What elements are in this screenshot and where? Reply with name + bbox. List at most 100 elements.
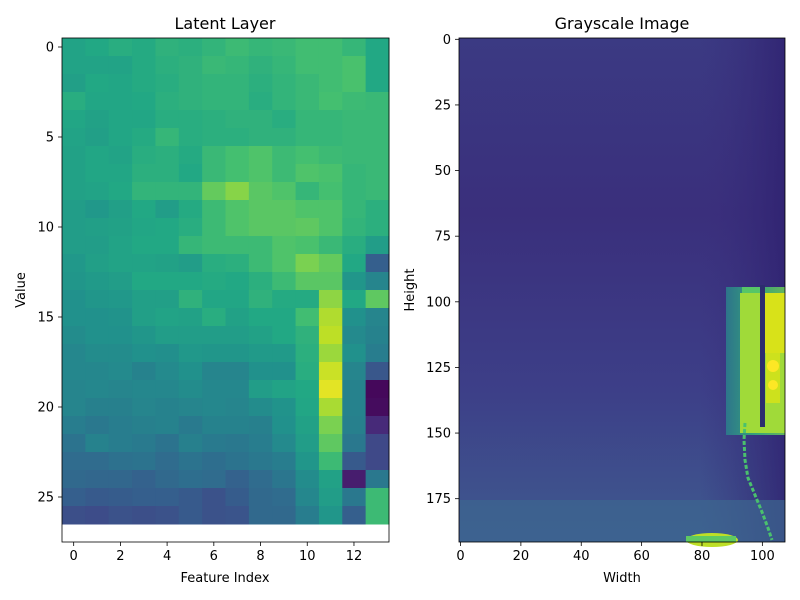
heatmap-cell	[62, 254, 86, 273]
y-tick-label: 50	[434, 164, 451, 179]
grayscale-image-x-ticks: 0 20 40 60 80 100	[456, 542, 775, 564]
heatmap-cell	[225, 272, 250, 291]
heatmap-cell	[225, 290, 250, 309]
latent-layer-axes-frame	[61, 37, 390, 543]
latent-layer-x-ticks: 0 2 4 6 8 10 12	[70, 542, 362, 564]
heatmap-cell	[202, 200, 226, 219]
heatmap-cell	[85, 308, 110, 327]
heatmap-cell	[132, 200, 156, 219]
x-tick-label: 0	[456, 549, 464, 564]
heatmap-cell	[85, 236, 110, 255]
heatmap-cell	[248, 74, 273, 93]
heatmap-cell	[85, 254, 110, 273]
heatmap-cell	[202, 470, 226, 489]
heatmap-cell	[132, 110, 156, 129]
heatmap-cell	[248, 200, 273, 219]
heatmap-cell	[248, 164, 273, 183]
heatmap-cell	[365, 200, 390, 219]
heatmap-cell	[342, 434, 367, 453]
heatmap-cell	[365, 272, 390, 291]
heatmap-cell	[108, 416, 133, 435]
y-tick-label: 150	[426, 427, 451, 442]
heatmap-cell	[178, 506, 203, 525]
heatmap-cell	[225, 326, 250, 345]
heatmap-cell	[178, 272, 203, 291]
x-tick-label: 100	[750, 549, 775, 564]
heatmap-cell	[62, 218, 86, 237]
x-tick-label: 40	[573, 549, 590, 564]
x-tick-label: 80	[694, 549, 711, 564]
heatmap-cell	[342, 92, 367, 111]
heatmap-cell	[155, 38, 180, 57]
heatmap-cell	[202, 308, 226, 327]
heatmap-cell	[365, 362, 390, 381]
heatmap-cell	[295, 56, 320, 75]
heatmap-cell	[365, 164, 390, 183]
heatmap-cell	[178, 128, 203, 147]
heatmap-cell	[108, 110, 133, 129]
heatmap-cell	[202, 74, 226, 93]
heatmap-cell	[155, 110, 180, 129]
heatmap-cell	[108, 92, 133, 111]
heatmap-cell	[342, 290, 367, 309]
heatmap-cell	[108, 146, 133, 165]
heatmap-cell	[132, 254, 156, 273]
heatmap-cell	[62, 326, 86, 345]
heatmap-cell	[108, 452, 133, 471]
heatmap-cell	[295, 236, 320, 255]
heatmap-cell	[202, 380, 226, 399]
heatmap-cell	[178, 488, 203, 507]
panel-frame-left	[760, 285, 765, 427]
heatmap-cell	[62, 416, 86, 435]
heatmap-cell	[295, 128, 320, 147]
heatmap-cell	[155, 452, 180, 471]
heatmap-cell	[202, 326, 226, 345]
heatmap-cell	[295, 308, 320, 327]
heatmap-cell	[272, 452, 297, 471]
latent-layer-chart: Latent Layer 0 2 4 6 8 10 12 0 5 10 15 20 25 Featur…	[14, 14, 390, 586]
heatmap-cell	[202, 146, 226, 165]
heatmap-cell	[272, 272, 297, 291]
heatmap-cell	[202, 506, 226, 525]
heatmap-cell	[272, 416, 297, 435]
heatmap-cell	[132, 56, 156, 75]
heatmap-cell	[178, 290, 203, 309]
heatmap-cell	[248, 146, 273, 165]
x-tick-label: 8	[256, 549, 264, 564]
heatmap-cell	[318, 236, 343, 255]
heatmap-cell	[248, 92, 273, 111]
heatmap-cell	[108, 470, 133, 489]
y-tick-label: 100	[426, 295, 451, 310]
x-tick-label: 20	[513, 549, 530, 564]
heatmap-cell	[178, 164, 203, 183]
x-tick-label: 2	[116, 549, 124, 564]
heatmap-cell	[225, 416, 250, 435]
heatmap-cell	[248, 452, 273, 471]
heatmap-cell	[85, 56, 110, 75]
heatmap-cell	[62, 506, 86, 525]
heatmap-cell	[272, 344, 297, 363]
heatmap-cell	[178, 38, 203, 57]
heatmap-cell	[342, 488, 367, 507]
heatmap-cell	[178, 470, 203, 489]
heatmap-cell	[85, 434, 110, 453]
panel-light-1	[767, 360, 779, 372]
heatmap-cell	[178, 416, 203, 435]
heatmap-cell	[295, 146, 320, 165]
heatmap-cell	[202, 344, 226, 363]
heatmap-cell	[155, 362, 180, 381]
heatmap-cell	[295, 200, 320, 219]
heatmap-cell	[342, 326, 367, 345]
y-tick-label: 15	[37, 311, 54, 326]
heatmap-cell	[248, 488, 273, 507]
heatmap-cell	[62, 434, 86, 453]
heatmap-cell	[295, 74, 320, 93]
heatmap-cell	[225, 362, 250, 381]
heatmap-cell	[132, 38, 156, 57]
heatmap-cell	[155, 308, 180, 327]
heatmap-cell	[85, 470, 110, 489]
heatmap-cell	[318, 488, 343, 507]
image-floor-band	[460, 500, 785, 542]
heatmap-cell	[342, 452, 367, 471]
